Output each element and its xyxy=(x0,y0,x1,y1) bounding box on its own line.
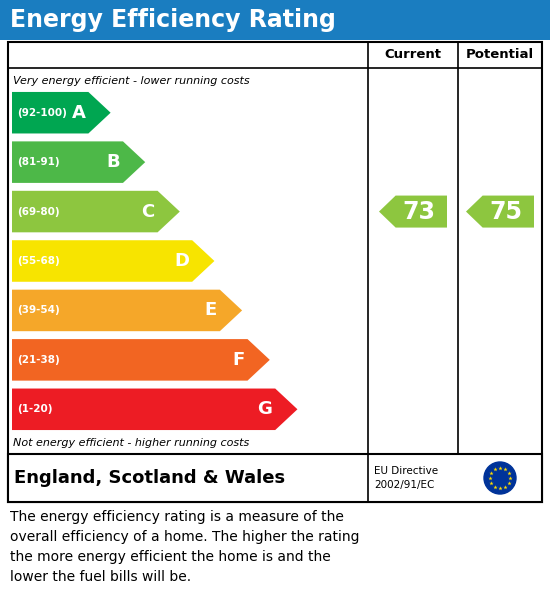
Text: (81-91): (81-91) xyxy=(17,157,59,167)
Text: D: D xyxy=(174,252,189,270)
Text: B: B xyxy=(106,153,120,171)
Text: (69-80): (69-80) xyxy=(17,207,59,217)
Text: (39-54): (39-54) xyxy=(17,305,60,315)
Bar xyxy=(0,0,550,40)
Polygon shape xyxy=(12,389,298,430)
Text: The energy efficiency rating is a measure of the
overall efficiency of a home. T: The energy efficiency rating is a measur… xyxy=(10,510,360,584)
Text: Not energy efficient - higher running costs: Not energy efficient - higher running co… xyxy=(13,438,249,448)
Text: England, Scotland & Wales: England, Scotland & Wales xyxy=(14,469,285,487)
Text: F: F xyxy=(232,351,245,369)
Polygon shape xyxy=(12,289,242,331)
Polygon shape xyxy=(466,196,534,228)
Text: Potential: Potential xyxy=(466,48,534,61)
Text: E: E xyxy=(205,302,217,319)
Text: (1-20): (1-20) xyxy=(17,405,52,414)
Text: G: G xyxy=(257,400,272,418)
Text: 2002/91/EC: 2002/91/EC xyxy=(374,480,434,490)
Text: A: A xyxy=(72,103,85,122)
Text: EU Directive: EU Directive xyxy=(374,466,438,476)
Polygon shape xyxy=(12,92,111,133)
Polygon shape xyxy=(12,339,270,381)
Polygon shape xyxy=(12,141,145,183)
Polygon shape xyxy=(379,196,447,228)
Text: C: C xyxy=(141,203,155,220)
Text: Energy Efficiency Rating: Energy Efficiency Rating xyxy=(10,8,336,32)
Text: 73: 73 xyxy=(403,200,436,223)
Text: (55-68): (55-68) xyxy=(17,256,60,266)
Circle shape xyxy=(484,462,516,494)
Bar xyxy=(8,42,542,502)
Text: (92-100): (92-100) xyxy=(17,108,67,118)
Text: 75: 75 xyxy=(490,200,522,223)
Bar xyxy=(8,454,542,502)
Polygon shape xyxy=(12,241,214,282)
Text: (21-38): (21-38) xyxy=(17,355,60,365)
Text: Current: Current xyxy=(384,48,442,61)
Polygon shape xyxy=(12,191,180,233)
Text: Very energy efficient - lower running costs: Very energy efficient - lower running co… xyxy=(13,76,250,86)
